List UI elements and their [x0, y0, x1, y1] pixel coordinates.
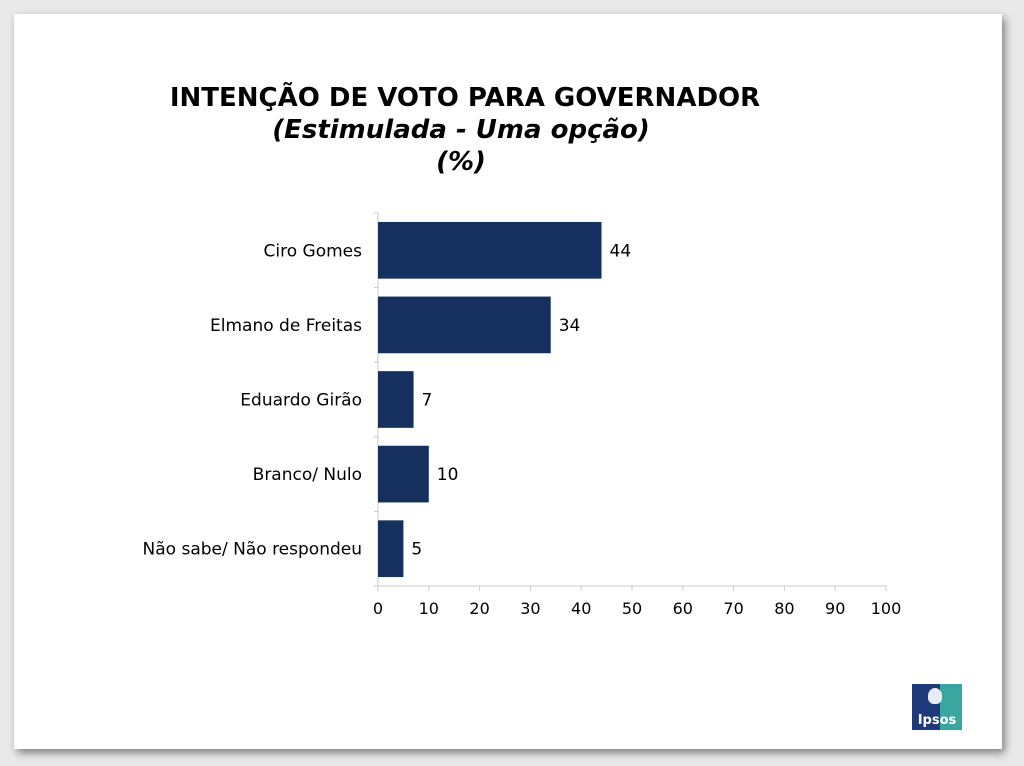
bar [378, 520, 404, 578]
x-tick-label: 90 [825, 599, 845, 618]
data-label: 10 [437, 465, 459, 485]
logo-text: Ipsos [917, 713, 957, 728]
logo-accent [940, 684, 962, 730]
bar [378, 296, 551, 354]
x-tick-label: 40 [571, 599, 591, 618]
category-label: Eduardo Girão [240, 391, 362, 411]
x-tick-label: 50 [622, 599, 642, 618]
ipsos-logo: Ipsos [912, 684, 962, 730]
x-tick-label: 0 [373, 599, 383, 618]
category-label: Branco/ Nulo [253, 465, 362, 485]
data-label: 44 [610, 241, 632, 261]
data-label: 34 [559, 316, 581, 336]
bar [378, 221, 602, 279]
data-label: 7 [422, 391, 433, 411]
x-tick-label: 20 [469, 599, 489, 618]
bar [378, 371, 414, 428]
x-tick-label: 80 [774, 599, 794, 618]
category-label: Não sabe/ Não respondeu [143, 540, 362, 560]
x-tick-label: 30 [520, 599, 540, 618]
chart-title-block: INTENÇÃO DE VOTO PARA GOVERNADOR (Estimu… [14, 82, 914, 178]
x-tick-label: 60 [673, 599, 693, 618]
chart-subtitle: (Estimulada - Uma opção) [272, 115, 650, 145]
bar-chart: 0 10 20 30 40 50 60 70 80 90 100 Ciro Gomes 44 Elmano… [143, 212, 902, 618]
slide: INTENÇÃO DE VOTO PARA GOVERNADOR (Estimu… [14, 14, 1002, 749]
category-label: Elmano de Freitas [210, 316, 362, 336]
logo-head-icon [928, 688, 942, 704]
category-label: Ciro Gomes [264, 241, 363, 261]
x-tick-label: 100 [871, 599, 902, 618]
x-tick-label: 10 [419, 599, 439, 618]
bar [378, 445, 429, 503]
x-tick-label: 70 [723, 599, 743, 618]
chart-unit: (%) [436, 147, 486, 177]
chart-title: INTENÇÃO DE VOTO PARA GOVERNADOR [169, 83, 761, 113]
data-label: 5 [411, 540, 422, 560]
